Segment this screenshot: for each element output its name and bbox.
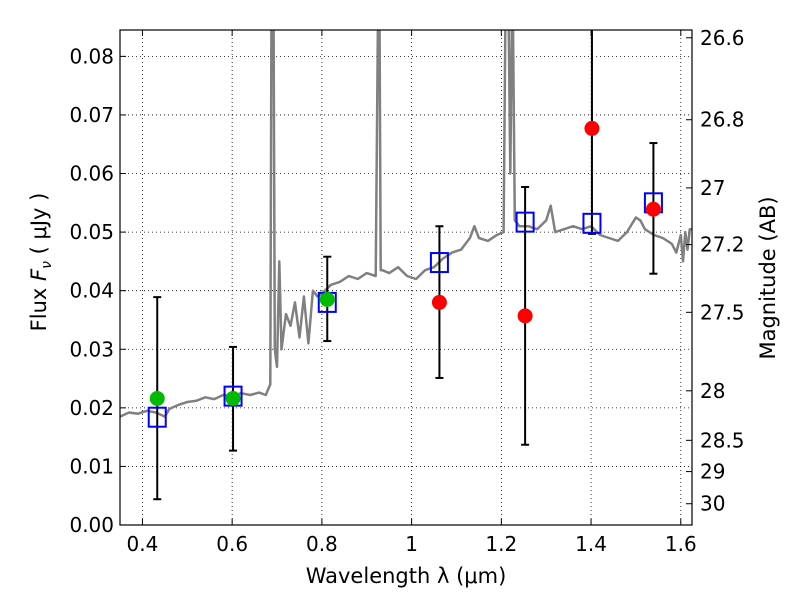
y2-tick-label: 28	[700, 379, 725, 403]
y2-tick-label: 30	[700, 492, 725, 516]
y-tick-label: 0.08	[69, 44, 114, 68]
x-tick-label: 0.8	[306, 532, 338, 556]
observed-flux-point	[431, 294, 447, 310]
x-tick-label: 1.2	[485, 532, 517, 556]
y2-tick-label: 26.6	[700, 26, 745, 50]
y-tick-label: 0.05	[69, 220, 114, 244]
y-tick-label: 0.03	[69, 337, 114, 361]
y-tick-label: 0.07	[69, 103, 114, 127]
plot-frame	[119, 29, 693, 526]
y2-ticks: 26.6 26.8 27 27.2 27.5 28 28.5 29 30	[686, 26, 745, 516]
x-axis-label: Wavelength λ (μm)	[306, 564, 507, 588]
observed-flux-point	[225, 390, 241, 406]
spectrum-line	[120, 30, 692, 418]
photometry-layer	[147, 30, 663, 501]
y-tick-label: 0.00	[69, 513, 114, 537]
model-flux-square	[515, 211, 535, 233]
grid	[120, 30, 692, 526]
y-tick-label: 0.02	[69, 396, 114, 420]
y2-tick-label: 27.2	[700, 233, 745, 257]
observed-flux-point	[149, 390, 165, 406]
spectrum-layer	[120, 30, 692, 418]
y2-tick-label: 29	[700, 460, 725, 484]
y-tick-label: 0.01	[69, 454, 114, 478]
y2-tick-label: 28.5	[700, 428, 745, 452]
y2-tick-label: 27	[700, 176, 725, 200]
model-flux-square	[147, 406, 167, 428]
model-flux-square	[582, 212, 602, 234]
x-tick-label: 1.6	[665, 532, 697, 556]
x-tick-label: 1.4	[575, 532, 607, 556]
y2-tick-label: 26.8	[700, 108, 745, 132]
x-tick-label: 0.4	[127, 532, 159, 556]
y-tick-label: 0.06	[69, 162, 114, 186]
observed-flux-point	[584, 120, 600, 136]
y-tick-label: 0.04	[69, 279, 114, 303]
observed-flux-point	[319, 291, 335, 307]
observed-flux-point	[517, 308, 533, 324]
x-tick-label: 0.6	[216, 532, 248, 556]
x-tick-label: 1	[405, 532, 418, 556]
observed-flux-point	[645, 201, 661, 217]
y2-tick-label: 27.5	[700, 300, 745, 324]
x-ticks: 0.4 0.6 0.8 1 1.2 1.4 1.6	[127, 30, 697, 556]
y-ticks: 0.00 0.01 0.02 0.03 0.04 0.05 0.06 0.07 0.08	[69, 44, 126, 537]
model-flux-square	[429, 252, 449, 274]
y-axis-label: Flux Fν ( μJy )	[27, 193, 55, 332]
y2-axis-label: Magnitude (AB)	[756, 196, 780, 359]
